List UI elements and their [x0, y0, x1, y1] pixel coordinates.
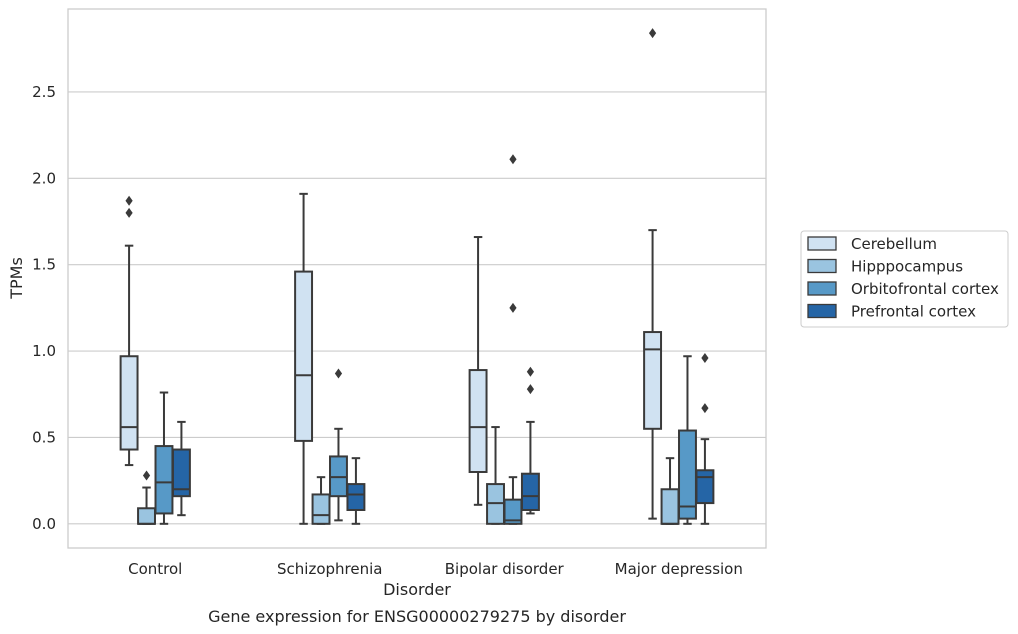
box-iqr — [119, 355, 139, 451]
y-axis-ticks: 0.0 0.5 1.0 1.5 2.0 2.5 — [32, 83, 56, 533]
box-hipppocampus — [660, 457, 680, 525]
box-iqr — [660, 488, 680, 525]
x-tick-label: Bipolar disorder — [445, 560, 565, 578]
gridlines — [68, 91, 766, 525]
box-prefrontal-cortex — [171, 420, 191, 517]
y-tick-label: 1.0 — [32, 342, 56, 360]
box-iqr — [154, 445, 174, 515]
box-iqr — [294, 270, 314, 442]
box-prefrontal-cortex — [346, 457, 366, 525]
box-series — [119, 28, 715, 525]
box-orbitofrontal-cortex — [678, 355, 697, 525]
box-hipppocampus — [486, 426, 505, 525]
x-tick-label: Schizophrenia — [277, 560, 382, 578]
chart-caption: Gene expression for ENSG00000279275 by d… — [208, 607, 626, 626]
y-tick-label: 2.5 — [32, 83, 56, 101]
y-axis-label: TPMs — [7, 257, 26, 300]
outlier-point — [648, 28, 657, 39]
legend-swatch — [807, 303, 837, 319]
outlier-point — [509, 302, 517, 313]
y-tick-label: 0.0 — [32, 515, 56, 533]
outlier-point — [526, 384, 535, 395]
box-iqr — [678, 429, 697, 520]
box-orbitofrontal-cortex — [154, 391, 174, 525]
legend: Cerebellum Hipppocampus Orbitofrontal cort… — [800, 230, 1009, 328]
x-tick-label: Major depression — [615, 560, 743, 578]
outlier-point — [125, 195, 133, 206]
legend-swatch — [807, 258, 837, 274]
box-prefrontal-cortex — [695, 352, 715, 525]
outlier-point — [509, 154, 517, 165]
box-cerebellum — [643, 28, 663, 520]
legend-items: Cerebellum Hipppocampus Orbitofrontal cort… — [807, 235, 999, 321]
x-axis-ticks: Control Schizophrenia Bipolar disorder Majo… — [128, 560, 743, 578]
box-iqr — [311, 493, 331, 525]
box-cerebellum — [294, 192, 314, 525]
box-cerebellum — [468, 236, 488, 506]
box-iqr — [468, 369, 488, 473]
box-orbitofrontal-cortex — [329, 368, 348, 522]
box-iqr — [695, 469, 715, 505]
legend-label: Orbitofrontal cortex — [851, 280, 999, 298]
box-iqr — [643, 331, 663, 430]
outlier-point — [334, 368, 343, 379]
y-tick-label: 0.5 — [32, 428, 56, 446]
box-iqr — [503, 498, 523, 525]
y-tick-label: 1.5 — [32, 256, 56, 274]
box-prefrontal-cortex — [520, 366, 540, 515]
legend-swatch — [807, 236, 837, 251]
y-tick-label: 2.0 — [32, 169, 56, 187]
box-iqr — [137, 507, 156, 525]
box-orbitofrontal-cortex — [503, 154, 523, 525]
legend-label: Hipppocampus — [851, 258, 963, 276]
outlier-point — [701, 352, 709, 363]
legend-frame — [800, 230, 1009, 328]
outlier-point — [526, 366, 535, 377]
legend-label: Cerebellum — [851, 235, 937, 253]
box-cerebellum — [119, 195, 139, 467]
box-iqr — [346, 483, 366, 511]
box-iqr — [520, 472, 540, 511]
outlier-point — [125, 207, 133, 218]
outlier-point — [142, 470, 151, 481]
legend-swatch — [807, 281, 837, 296]
legend-label: Prefrontal cortex — [851, 303, 976, 321]
box-iqr — [171, 448, 191, 498]
box-hipppocampus — [137, 470, 156, 525]
box-hipppocampus — [311, 476, 331, 525]
outlier-point — [701, 403, 709, 414]
x-tick-label: Control — [128, 560, 182, 578]
plot-area-frame — [67, 8, 767, 549]
x-axis-label: Disorder — [383, 580, 451, 599]
